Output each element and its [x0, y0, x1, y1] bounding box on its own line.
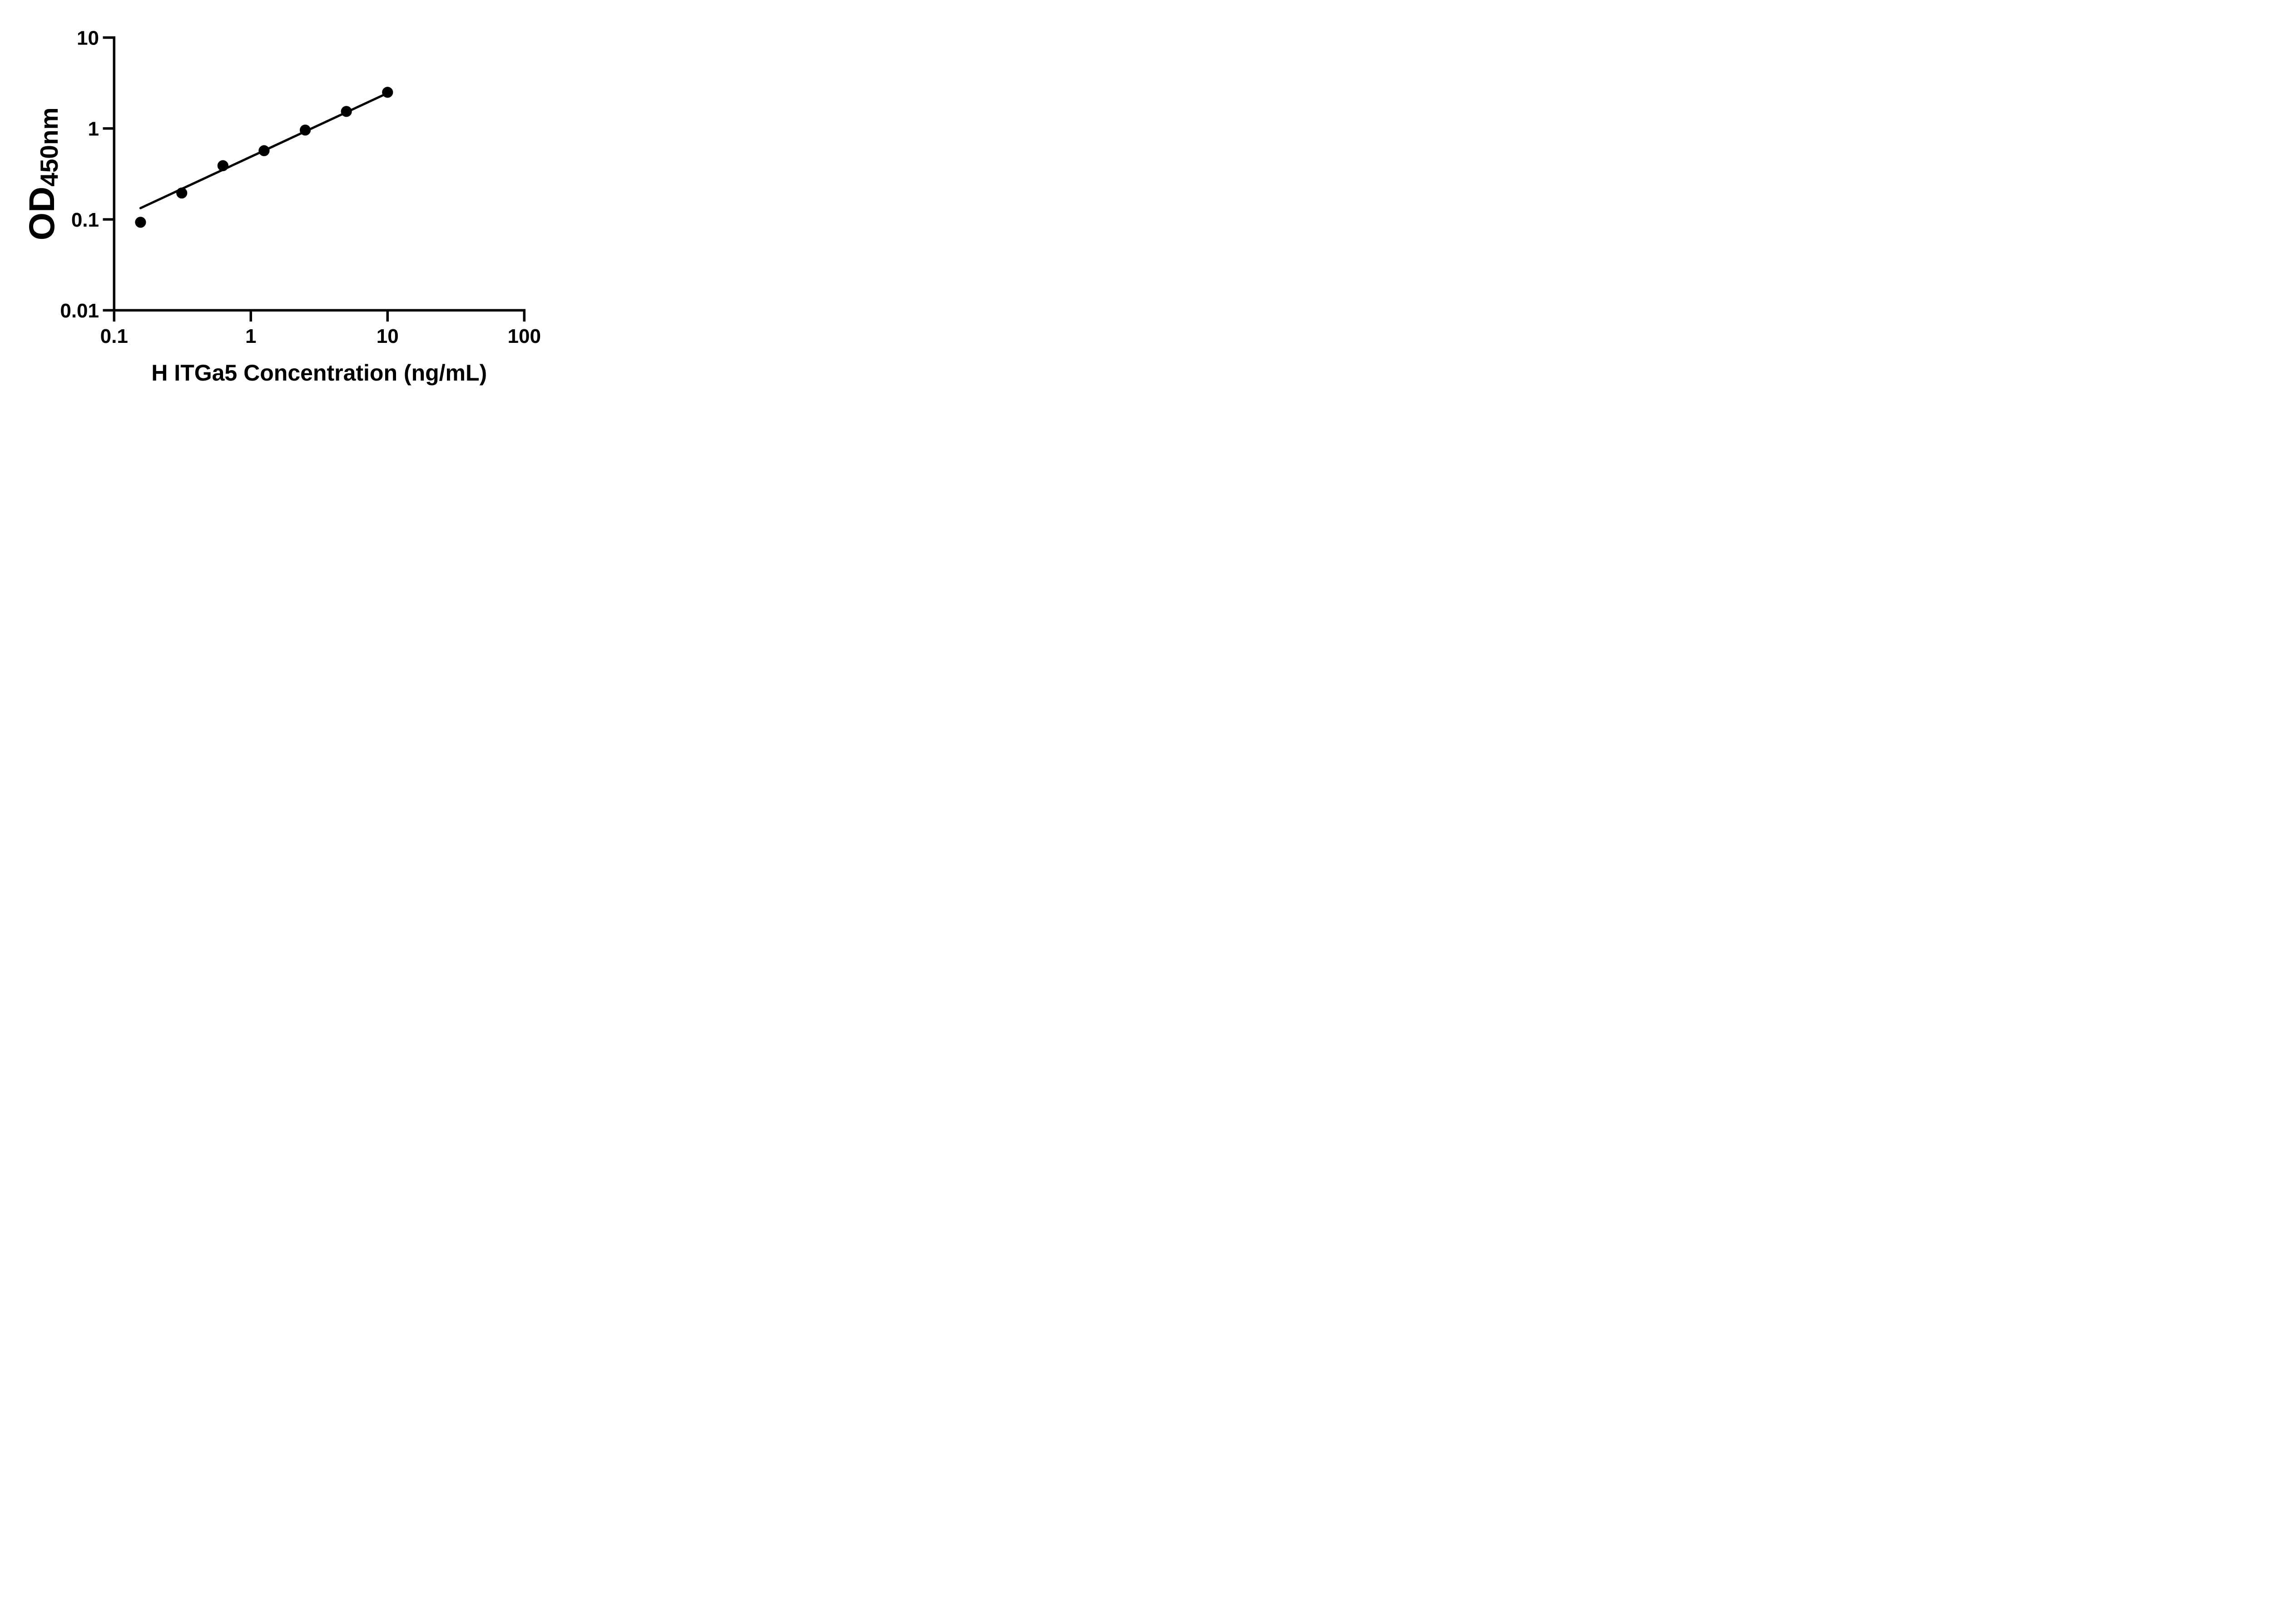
y-tick-label: 0.1	[71, 209, 99, 231]
y-tick-label: 1	[88, 118, 99, 140]
y-axis-title-subscript: 450nm	[35, 108, 63, 187]
y-tick-label: 10	[77, 27, 99, 50]
y-tick-label: 0.01	[60, 300, 99, 322]
x-tick-label: 0.1	[100, 325, 128, 347]
data-point	[135, 217, 146, 228]
data-point	[341, 106, 352, 117]
x-tick-label: 10	[377, 325, 399, 347]
data-point	[176, 187, 188, 199]
x-axis-title: H ITGa5 Concentration (ng/mL)	[151, 360, 487, 386]
data-point	[299, 124, 311, 136]
data-point	[258, 145, 270, 156]
elisa-standard-curve-figure: 0.1 1 10 100 10 1 0.1 0.01 H ITGa5 Concentration…	[0, 0, 587, 406]
x-tick-label: 100	[508, 325, 541, 347]
data-point	[217, 160, 228, 171]
x-tick-label: 1	[245, 325, 256, 347]
data-point	[382, 87, 393, 98]
y-axis-title-base: OD	[21, 187, 62, 241]
y-axis-title: OD450nm	[21, 108, 63, 241]
